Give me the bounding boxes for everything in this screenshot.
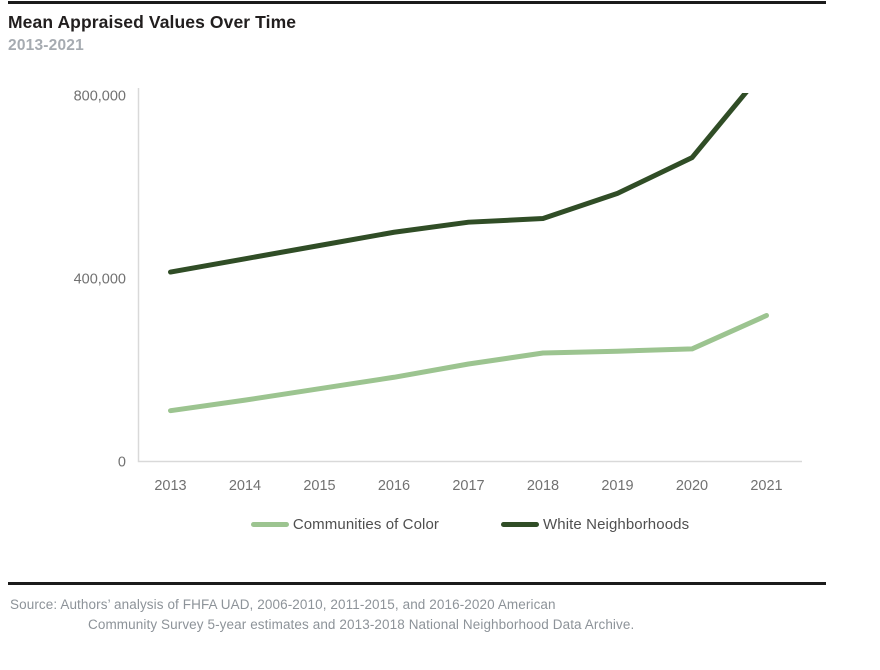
- source-prefix: Source:: [10, 597, 58, 612]
- chart-title: Mean Appraised Values Over Time: [8, 12, 297, 32]
- x-tick-label: 2015: [303, 478, 335, 494]
- x-tick-label: 2019: [601, 478, 633, 494]
- line-chart: 0 400,000 800,000 2013 2014 2015 2016 2017 2018 2…: [74, 88, 802, 494]
- axis-lines: [137, 88, 802, 463]
- source-text-line2: Community Survey 5-year estimates and 20…: [88, 617, 635, 632]
- line-communities-of-color: [168, 313, 769, 414]
- y-tick-label: 800,000: [74, 89, 126, 105]
- chart-subtitle: 2013-2021: [8, 37, 84, 54]
- x-tick-label: 2017: [452, 478, 484, 494]
- bottom-divider: [8, 582, 826, 585]
- legend-swatch-communities-of-color: [250, 522, 289, 527]
- chart-legend: Communities of Color White Neighborhoods: [138, 516, 802, 533]
- legend-swatch-white-neighborhoods: [501, 522, 540, 527]
- x-tick-label: 2014: [229, 478, 261, 494]
- x-tick-label: 2020: [676, 478, 708, 494]
- line-white-neighborhoods: [168, 93, 749, 275]
- y-tick-label: 0: [118, 455, 126, 471]
- x-tick-label: 2016: [378, 478, 410, 494]
- top-divider: [8, 1, 826, 4]
- x-tick-label: 2021: [750, 478, 782, 494]
- legend-item-communities-of-color: Communities of Color: [250, 516, 440, 533]
- x-tick-label: 2018: [527, 478, 559, 494]
- legend-label: White Neighborhoods: [543, 516, 690, 533]
- x-tick-label: 2013: [154, 478, 186, 494]
- y-tick-label: 400,000: [74, 272, 126, 288]
- legend-label: Communities of Color: [292, 516, 440, 533]
- legend-item-white-neighborhoods: White Neighborhoods: [501, 516, 689, 533]
- source-text-line1: Authors’ analysis of FHFA UAD, 2006-2010…: [60, 597, 556, 612]
- source-note: Source: Authors’ analysis of FHFA UAD, 2…: [10, 595, 840, 635]
